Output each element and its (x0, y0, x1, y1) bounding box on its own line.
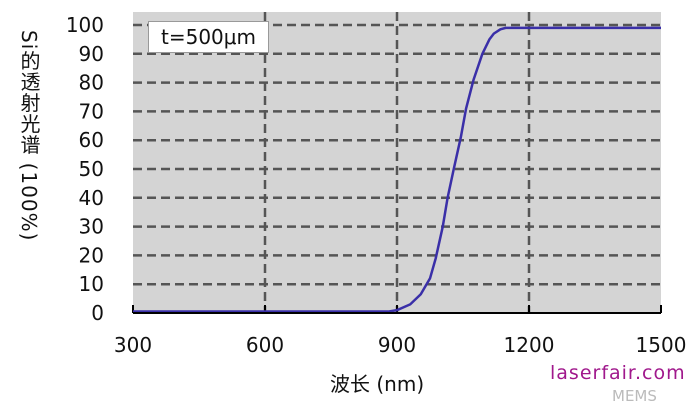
x-axis-label: 波长 (nm) (330, 372, 425, 396)
y-tick-label: 20 (79, 243, 104, 267)
y-tick-label: 60 (79, 128, 104, 152)
watermark-overlay: MEMS (612, 387, 657, 405)
y-tick-label: 10 (79, 272, 104, 296)
y-tick-label: 0 (91, 301, 104, 325)
y-tick-label: 80 (79, 71, 104, 95)
x-tick-label: 1500 (636, 333, 687, 357)
y-tick-label: 40 (79, 186, 104, 210)
x-tick-label: 300 (114, 333, 152, 357)
x-tick-label: 600 (246, 333, 284, 357)
y-tick-label: 30 (79, 215, 104, 239)
legend-box: t=500μm (148, 21, 269, 53)
y-tick-label: 70 (79, 99, 104, 123)
y-axis-label: Si的透射光谱 (100%) (17, 30, 41, 242)
x-tick-label: 900 (378, 333, 416, 357)
y-tick-label: 100 (66, 13, 104, 37)
watermark: laserfair.com (550, 362, 686, 384)
y-tick-label: 90 (79, 42, 104, 66)
x-tick-label: 1200 (504, 333, 555, 357)
series-line (133, 26, 661, 313)
y-tick-label: 50 (79, 157, 104, 181)
